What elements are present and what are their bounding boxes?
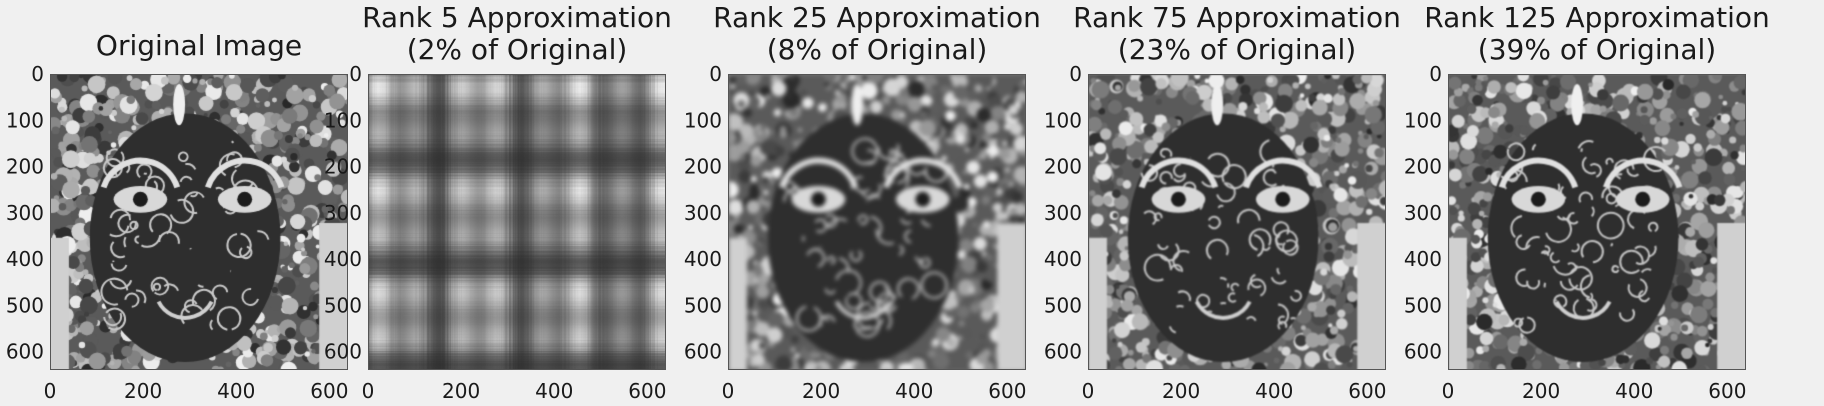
y-tick-label: 500 [1044,293,1082,317]
y-tick-label: 300 [684,201,722,225]
image-plot [728,74,1026,370]
y-tick-label: 400 [1044,247,1082,271]
y-tick-label: 0 [31,62,44,86]
x-tick-label: 0 [44,379,57,403]
y-tick-label: 200 [1404,155,1442,179]
y-tick-label: 100 [684,108,722,132]
image-plot [368,74,666,370]
image-raster [1449,75,1745,369]
x-tick-label: 0 [1442,379,1455,403]
x-tick-label: 200 [124,379,162,403]
y-tick-label: 600 [684,340,722,364]
x-tick-label: 600 [310,379,348,403]
y-tick-label: 400 [1404,247,1442,271]
image-plot [1448,74,1746,370]
y-tick-label: 500 [684,293,722,317]
panel-title: Rank 75 Approximation (23% of Original) [1073,1,1401,66]
y-tick-label: 100 [1044,108,1082,132]
x-tick-label: 200 [802,379,840,403]
y-tick-label: 300 [1044,201,1082,225]
x-tick-label: 400 [217,379,255,403]
x-tick-label: 400 [1255,379,1293,403]
image-raster [729,75,1025,369]
x-tick-label: 600 [628,379,666,403]
y-tick-label: 200 [684,155,722,179]
y-tick-label: 300 [1404,201,1442,225]
x-tick-label: 0 [1082,379,1095,403]
y-tick-label: 200 [6,155,44,179]
y-tick-label: 300 [6,201,44,225]
x-tick-label: 600 [988,379,1026,403]
image-raster [51,75,347,369]
x-tick-label: 400 [895,379,933,403]
image-plot [50,74,348,370]
y-tick-label: 100 [6,108,44,132]
y-tick-label: 600 [1044,340,1082,364]
y-tick-label: 100 [1404,108,1442,132]
y-tick-label: 600 [6,340,44,364]
y-tick-label: 500 [1404,293,1442,317]
panel-title: Rank 25 Approximation (8% of Original) [713,1,1041,66]
x-tick-label: 200 [442,379,480,403]
y-tick-label: 600 [1404,340,1442,364]
y-tick-label: 400 [684,247,722,271]
x-tick-label: 400 [1615,379,1653,403]
panel-title: Original Image [95,29,303,62]
x-tick-label: 600 [1348,379,1386,403]
image-raster [1089,75,1385,369]
x-tick-label: 400 [535,379,573,403]
panel-title: Rank 5 Approximation (2% of Original) [362,1,672,66]
x-tick-label: 0 [362,379,375,403]
x-tick-label: 600 [1708,379,1746,403]
x-tick-label: 200 [1522,379,1560,403]
image-raster [369,75,665,369]
panel-title: Rank 125 Approximation (39% of Original) [1424,1,1770,66]
image-plot [1088,74,1386,370]
x-tick-label: 200 [1162,379,1200,403]
y-tick-label: 400 [6,247,44,271]
x-tick-label: 0 [722,379,735,403]
y-tick-label: 200 [1044,155,1082,179]
y-tick-label: 500 [6,293,44,317]
